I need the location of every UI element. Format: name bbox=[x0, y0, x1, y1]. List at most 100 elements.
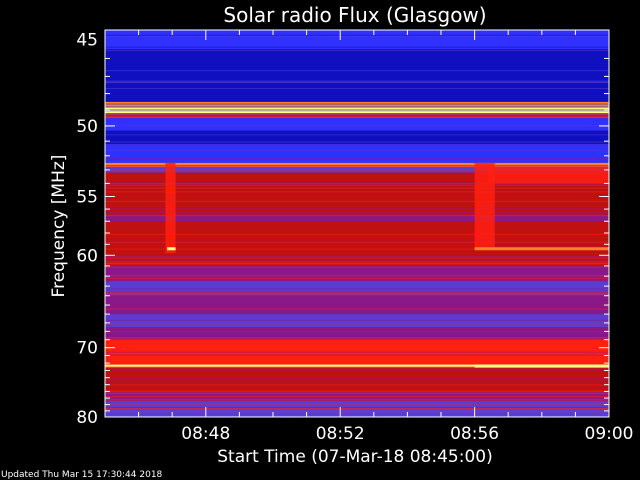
noise-streak bbox=[105, 366, 609, 368]
spectrum-band bbox=[105, 30, 609, 50]
noise-streak bbox=[105, 291, 609, 293]
noise-streak bbox=[105, 183, 609, 185]
noise-streak bbox=[105, 331, 609, 333]
x-tick-label: 08:48 bbox=[181, 424, 230, 444]
plot-area bbox=[104, 29, 610, 418]
noise-streak bbox=[105, 82, 609, 84]
spectrum-band bbox=[105, 118, 609, 131]
noise-streak bbox=[105, 258, 609, 260]
noise-streak bbox=[105, 351, 609, 353]
noise-streak bbox=[105, 367, 609, 369]
noise-streak bbox=[105, 205, 609, 207]
noise-streak bbox=[105, 88, 609, 90]
noise-streak bbox=[105, 279, 609, 281]
noise-streak bbox=[105, 84, 609, 86]
noise-streak bbox=[105, 248, 609, 250]
noise-streak bbox=[105, 131, 609, 133]
noise-streak bbox=[105, 35, 609, 37]
noise-streak bbox=[105, 157, 609, 159]
noise-streak bbox=[105, 382, 609, 384]
noise-streak bbox=[105, 297, 609, 299]
noise-streak bbox=[105, 142, 609, 144]
noise-streak bbox=[105, 347, 609, 349]
noise-streak bbox=[105, 256, 609, 258]
noise-streak bbox=[105, 403, 609, 405]
noise-streak bbox=[105, 169, 609, 171]
noise-streak bbox=[105, 262, 609, 264]
noise-streak bbox=[105, 266, 609, 268]
noise-streak bbox=[105, 221, 609, 223]
noise-streak bbox=[105, 181, 609, 183]
noise-streak bbox=[105, 273, 609, 275]
y-tick-label: 60 bbox=[76, 246, 98, 266]
noise-streak bbox=[105, 394, 609, 396]
noise-streak bbox=[105, 344, 609, 346]
noise-streak bbox=[105, 242, 609, 244]
noise-streak bbox=[105, 218, 609, 220]
y-axis-label: Frequency [MHz] bbox=[49, 155, 69, 298]
noise-streak bbox=[105, 275, 609, 277]
spectrum-band bbox=[105, 367, 609, 392]
noise-streak bbox=[105, 260, 609, 262]
noise-streak bbox=[105, 207, 609, 209]
plot-frame bbox=[104, 29, 610, 418]
noise-streak bbox=[105, 85, 609, 87]
noise-streak bbox=[105, 184, 609, 186]
noise-streak bbox=[105, 53, 609, 55]
noise-streak bbox=[105, 390, 609, 392]
burst-feature bbox=[488, 167, 609, 184]
updated-timestamp: Updated Thu Mar 15 17:30:44 2018 bbox=[1, 470, 163, 480]
noise-streak bbox=[105, 308, 609, 310]
spectrum-band bbox=[105, 49, 609, 102]
noise-streak bbox=[105, 393, 609, 395]
spectrum-band bbox=[105, 162, 609, 168]
noise-streak bbox=[105, 319, 609, 321]
burst-feature bbox=[165, 162, 176, 254]
noise-streak bbox=[105, 103, 609, 105]
noise-streak bbox=[105, 236, 609, 238]
noise-streak bbox=[105, 355, 609, 357]
noise-streak bbox=[105, 215, 609, 217]
x-tick-label: 08:56 bbox=[450, 424, 499, 444]
noise-streak bbox=[105, 115, 609, 117]
emission-line bbox=[474, 247, 609, 251]
noise-streak bbox=[105, 166, 609, 168]
y-tick-label: 55 bbox=[76, 187, 98, 207]
noise-streak bbox=[105, 187, 609, 189]
noise-streak bbox=[105, 64, 609, 66]
x-tick-label: 09:00 bbox=[585, 424, 634, 444]
noise-streak bbox=[105, 312, 609, 314]
noise-streak bbox=[105, 393, 609, 395]
burst-feature bbox=[474, 162, 495, 250]
noise-streak bbox=[105, 263, 609, 265]
noise-streak bbox=[105, 165, 609, 167]
noise-streak bbox=[105, 395, 609, 397]
noise-streak bbox=[105, 150, 609, 152]
spectrum-band bbox=[105, 144, 609, 163]
y-tick-label: 50 bbox=[76, 117, 98, 137]
y-tick-label: 80 bbox=[76, 408, 98, 428]
noise-streak bbox=[105, 294, 609, 296]
noise-streak bbox=[105, 233, 609, 235]
noise-streak bbox=[105, 270, 609, 272]
noise-streak bbox=[105, 113, 609, 115]
noise-streak bbox=[105, 399, 609, 401]
noise-streak bbox=[105, 141, 609, 143]
noise-streak bbox=[105, 242, 609, 244]
chart-title: Solar radio Flux (Glasgow) bbox=[223, 3, 486, 27]
noise-streak bbox=[105, 200, 609, 202]
noise-streak bbox=[105, 72, 609, 74]
noise-streak bbox=[105, 334, 609, 336]
noise-streak bbox=[105, 134, 609, 136]
emission-line bbox=[474, 364, 609, 368]
noise-streak bbox=[105, 114, 609, 116]
y-tick-label: 45 bbox=[76, 31, 98, 51]
noise-streak bbox=[105, 336, 609, 338]
y-axis: 45 50 55 60 70 80 bbox=[76, 31, 609, 428]
noise-streak bbox=[105, 81, 609, 83]
noise-streak bbox=[105, 335, 609, 337]
noise-streak bbox=[105, 106, 609, 108]
noise-streak bbox=[105, 70, 609, 72]
noise-streak bbox=[105, 137, 609, 139]
